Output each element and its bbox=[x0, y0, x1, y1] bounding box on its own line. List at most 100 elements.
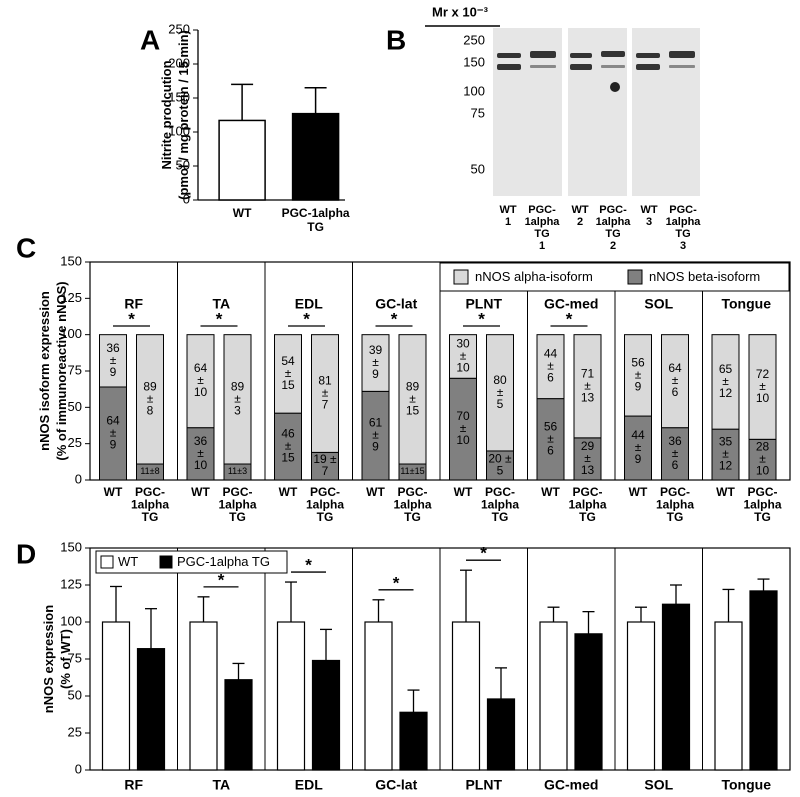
x-tick-label: WT bbox=[279, 485, 298, 499]
y-axis-label: Nitrite prodcution (pmol / mg protein / 1… bbox=[159, 30, 191, 200]
legend-swatch bbox=[159, 555, 173, 569]
significance-mark: * bbox=[305, 556, 312, 575]
x-tick-label: WT bbox=[366, 485, 385, 499]
text-line: PGC- bbox=[669, 204, 697, 216]
text-line: WT bbox=[104, 485, 123, 499]
text-line: 36 bbox=[194, 434, 208, 448]
y-tick-label: 75 bbox=[68, 362, 82, 377]
text-line: 3 bbox=[646, 216, 652, 228]
text-line: WT bbox=[629, 485, 648, 499]
bar bbox=[291, 112, 340, 201]
text-line: 3 bbox=[680, 240, 686, 252]
text-line: 19 ± bbox=[313, 452, 337, 466]
y-tick-label: 25 bbox=[68, 435, 82, 450]
text-line: PGC- bbox=[310, 485, 340, 499]
text-line: WT bbox=[279, 485, 298, 499]
marker-title: Mr x 10⁻³ bbox=[432, 4, 489, 19]
text-line: 1alpha bbox=[131, 498, 169, 512]
panel-letter: B bbox=[386, 24, 406, 55]
significance-mark: * bbox=[393, 573, 400, 592]
text-line: 64 bbox=[106, 414, 120, 428]
text-line: 12 bbox=[719, 459, 733, 473]
bar bbox=[574, 633, 603, 771]
text-line: 9 bbox=[110, 365, 117, 379]
text-line: WT bbox=[541, 485, 560, 499]
value-label: 56 ±9 bbox=[631, 356, 645, 394]
text-line: PGC- bbox=[528, 204, 556, 216]
text-line: WT bbox=[716, 485, 735, 499]
value-label: 11±8 bbox=[140, 466, 159, 476]
text-line: ± bbox=[759, 452, 766, 466]
y-axis-title: nNOS expression (% of WT) bbox=[41, 605, 73, 713]
bar bbox=[714, 621, 743, 771]
text-line: 80 bbox=[493, 373, 507, 387]
bar bbox=[451, 621, 481, 771]
bar-segment bbox=[536, 334, 565, 400]
text-line: 9 bbox=[372, 440, 379, 454]
value-label: 36 ±6 bbox=[668, 434, 682, 472]
text-line: 44 bbox=[631, 428, 645, 442]
panel-letter: D bbox=[16, 538, 36, 569]
value-label: 70 ±10 bbox=[456, 409, 470, 447]
bar bbox=[661, 603, 691, 771]
text-line: 35 bbox=[719, 435, 733, 449]
text-line: ± bbox=[409, 392, 416, 406]
value-label: 29 ±13 bbox=[581, 439, 595, 477]
value-label: 54 ±15 bbox=[281, 354, 295, 392]
significance-mark: * bbox=[478, 309, 485, 328]
bar bbox=[218, 119, 266, 201]
text-line: PGC- bbox=[223, 485, 253, 499]
text-line: ± bbox=[635, 440, 642, 454]
blot-image bbox=[493, 28, 700, 196]
x-tick-label: RF bbox=[124, 777, 143, 793]
text-line: 1alpha bbox=[656, 498, 694, 512]
text-line: 89 bbox=[406, 380, 420, 394]
text-line: 11±3 bbox=[228, 466, 247, 476]
value-label: 19 ±7 bbox=[313, 452, 337, 478]
text-line: 56 bbox=[544, 419, 558, 433]
bar-segment bbox=[661, 334, 689, 429]
text-line: TG bbox=[579, 510, 596, 524]
text-line: 44 bbox=[544, 347, 558, 361]
x-tick-label: Tongue bbox=[721, 777, 771, 793]
text-line: ± bbox=[584, 451, 591, 465]
value-label: 65 ±12 bbox=[719, 362, 733, 400]
text-line: 1alpha bbox=[525, 216, 561, 228]
value-label: 80 ±5 bbox=[493, 373, 507, 411]
text-line: TG bbox=[317, 510, 334, 524]
text-line: PGC- bbox=[660, 485, 690, 499]
text-line: WT bbox=[233, 206, 252, 220]
text-line: 1alpha bbox=[596, 216, 632, 228]
text-line: 5 bbox=[497, 397, 504, 411]
bar-segment bbox=[573, 437, 602, 481]
y-tick-label: 150 bbox=[168, 89, 190, 104]
text-line: TG bbox=[404, 510, 421, 524]
bar-segment bbox=[748, 334, 777, 440]
marker-label: 100 bbox=[463, 83, 485, 98]
text-line: 10 bbox=[756, 391, 770, 405]
value-label: 72 ±10 bbox=[756, 367, 770, 405]
text-line: 29 bbox=[581, 439, 595, 453]
bar-segment bbox=[223, 334, 252, 465]
text-line: 6 bbox=[547, 443, 554, 457]
text-line: WT bbox=[191, 485, 210, 499]
legend-swatch bbox=[100, 555, 114, 569]
legend-swatch bbox=[453, 269, 469, 285]
y-tick-label: 50 bbox=[68, 399, 82, 414]
text-line: 10 bbox=[194, 385, 208, 399]
text-line: TG bbox=[534, 228, 549, 240]
text-line: 7 bbox=[322, 398, 329, 412]
bar bbox=[189, 621, 218, 771]
x-tick-label: PGC-1alpha TG bbox=[306, 485, 344, 524]
text-line: ± bbox=[672, 373, 679, 387]
legend bbox=[439, 262, 790, 292]
text-line: PGC- bbox=[573, 485, 603, 499]
x-tick-label: EDL bbox=[295, 777, 323, 793]
text-line: TG bbox=[229, 510, 246, 524]
legend bbox=[95, 550, 288, 574]
bar bbox=[311, 659, 341, 771]
value-label: 36 ±9 bbox=[106, 341, 120, 379]
bar-segment bbox=[711, 334, 740, 430]
bar-segment bbox=[186, 334, 215, 429]
text-line: WT bbox=[640, 204, 657, 216]
